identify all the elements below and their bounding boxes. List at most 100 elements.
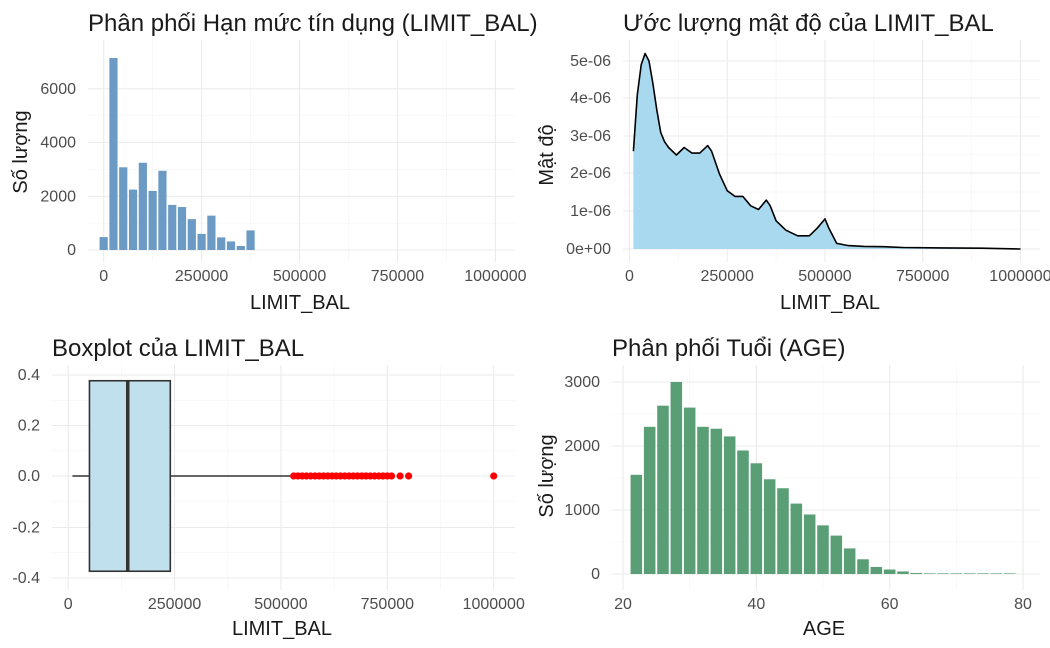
histogram-bar [109,58,118,251]
y-tick-label: -0.2 [12,520,40,537]
y-tick-label: 0.4 [18,367,40,384]
histogram-bar [670,382,683,574]
x-tick-label: 60 [881,596,899,613]
x-tick-label: 250000 [148,596,201,613]
x-tick-label: 0 [99,268,108,285]
histogram-bar [830,535,843,574]
outlier-point [396,472,404,480]
histogram-bar [843,548,856,574]
y-tick-label: 1e-06 [570,203,611,220]
panel-title: Ước lượng mật độ của LIMIT_BAL [623,10,994,37]
x-tick-label: 0 [625,268,634,285]
y-tick-label: 0.2 [18,418,40,435]
y-tick-label: 2e-06 [570,165,611,182]
histogram-bar [857,559,869,574]
y-tick-label: 3000 [564,374,600,391]
x-axis-label: LIMIT_BAL [780,292,880,314]
histogram-bar [657,405,669,574]
y-tick-label: 1000 [564,502,600,519]
histogram-bar [883,569,896,574]
histogram-bar [910,573,923,574]
histogram-bar [763,479,776,574]
x-tick-label: 500000 [798,268,851,285]
x-tick-label: 0 [64,596,73,613]
panel-limit-bal-histogram: Phân phối Hạn mức tín dụng (LIMIT_BAL) L… [10,10,538,314]
histogram-bar [138,162,147,250]
histogram-bar [750,463,763,574]
x-axis-label: LIMIT_BAL [232,618,332,640]
histogram-bar [710,428,723,574]
y-tick-label: 0 [591,566,600,583]
x-tick-label: 1000000 [463,596,525,613]
histogram-bar [236,245,245,250]
histogram-bar [777,488,789,574]
x-tick-label: 20 [614,596,632,613]
histogram-bar [99,237,108,250]
x-tick-label: 750000 [896,268,949,285]
histogram-bar [937,573,949,574]
histogram-bar [870,566,883,574]
y-tick-label: 0e+00 [566,241,611,258]
y-axis-label: Mật độ [536,124,558,185]
y-tick-label: 4000 [40,135,76,152]
histogram-bar [683,407,696,574]
x-tick-label: 500000 [254,596,307,613]
histogram-bar [217,237,226,250]
x-axis-label: AGE [803,618,845,640]
density-line [632,52,1021,250]
histogram-bar [697,426,709,574]
histogram-bar [1003,573,1016,574]
histogram-bar [630,474,643,574]
histogram-bar [643,426,656,574]
histogram-bar [950,573,963,574]
outlier-point [490,472,498,480]
histogram-bar [148,190,157,250]
histogram-bar [197,233,206,250]
y-tick-label: 0.0 [18,468,40,485]
density-area [633,53,1021,249]
y-tick-label: -0.4 [12,570,40,587]
y-tick-label: 5e-06 [570,53,611,70]
outlier-point [387,472,396,480]
histogram-bar [963,573,976,574]
panel-age-histogram: Phân phối Tuổi (AGE) AGE Số lượng 20 40 60… [536,335,1040,640]
histogram-bar [790,503,803,574]
panel-limit-bal-boxplot: Boxplot của LIMIT_BAL LIMIT_BAL 0 250000 5… [12,335,525,640]
histogram-bar [990,573,1003,574]
histogram-bar [168,204,177,250]
histogram-bar [803,514,816,574]
boxplot-box [88,379,172,573]
histogram-bar [158,170,167,250]
panel-title: Phân phối Hạn mức tín dụng (LIMIT_BAL) [88,10,538,37]
histogram-bar [923,573,936,574]
x-tick-label: 250000 [701,268,754,285]
histogram-bar [817,525,829,574]
panel-title: Boxplot của LIMIT_BAL [52,335,304,362]
panel-limit-bal-density: Ước lượng mật độ của LIMIT_BAL LIMIT_BAL… [536,10,1050,314]
histogram-bar [977,573,989,574]
y-tick-label: 6000 [40,81,76,98]
histogram-bar [897,571,909,574]
y-axis-label: Số lượng [536,434,558,517]
x-tick-label: 1000000 [989,268,1050,285]
x-tick-label: 40 [747,596,765,613]
panel-title: Phân phối Tuổi (AGE) [612,335,845,362]
x-tick-label: 250000 [175,268,228,285]
outlier-point [405,472,413,480]
x-tick-label: 1000000 [464,268,526,285]
y-tick-label: 4e-06 [570,90,611,107]
y-tick-label: 2000 [40,188,76,205]
histogram-bar [177,207,187,250]
x-tick-label: 750000 [371,268,424,285]
histogram-bar [128,189,138,250]
x-tick-label: 500000 [273,268,326,285]
histogram-bar [723,436,736,574]
y-tick-label: 0 [67,242,76,259]
histogram-bar [207,215,216,250]
x-axis-label: LIMIT_BAL [250,292,350,314]
y-tick-label: 3e-06 [570,128,611,145]
histogram-bar [246,230,255,250]
y-axis-label: Số lượng [10,110,32,193]
